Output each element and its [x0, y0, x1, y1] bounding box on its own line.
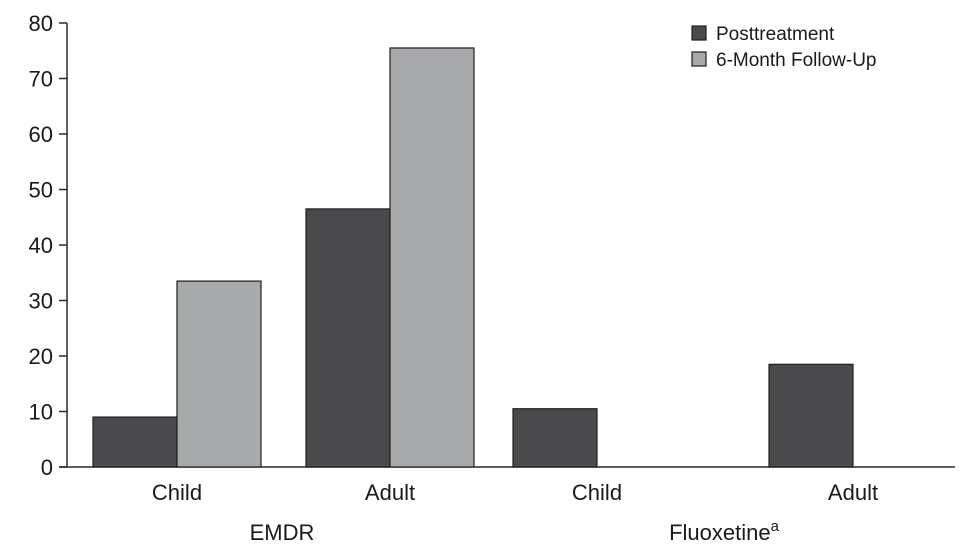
legend-entry-label: Posttreatment [716, 24, 835, 45]
y-tick-label: 20 [29, 344, 53, 369]
group-label: Fluoxetinea [669, 518, 780, 545]
group-label: EMDR [250, 520, 315, 545]
bar-fluoxetine-child-posttreatment [513, 409, 597, 467]
category-label: Adult [828, 480, 878, 505]
category-label: Child [152, 480, 202, 505]
bars [93, 48, 853, 467]
category-labels: Child Adult EMDR Child Adult Fluoxetinea [152, 480, 878, 545]
bar-emdr-child-posttreatment [93, 417, 177, 467]
y-tick-label: 70 [29, 67, 53, 92]
bar-fluoxetine-adult-posttreatment [769, 364, 853, 467]
y-tick-label: 30 [29, 289, 53, 314]
legend-entry-label: 6-Month Follow-Up [716, 50, 877, 71]
legend-swatch [692, 26, 706, 40]
group-label-superscript: a [771, 518, 780, 535]
bar-emdr-child-follow-up [177, 281, 261, 467]
y-tick-label: 80 [29, 11, 53, 36]
y-tick-label: 60 [29, 122, 53, 147]
bar-emdr-adult-follow-up [390, 48, 474, 467]
y-tick-label: 10 [29, 400, 53, 425]
legend: Posttreatment 6-Month Follow-Up [692, 24, 877, 71]
bar-emdr-adult-posttreatment [306, 209, 390, 467]
legend-swatch [692, 52, 706, 66]
y-tick-label: 50 [29, 178, 53, 203]
category-label: Child [572, 480, 622, 505]
category-label: Adult [365, 480, 415, 505]
y-tick-label: 0 [41, 455, 53, 480]
y-tick-label: 40 [29, 233, 53, 258]
